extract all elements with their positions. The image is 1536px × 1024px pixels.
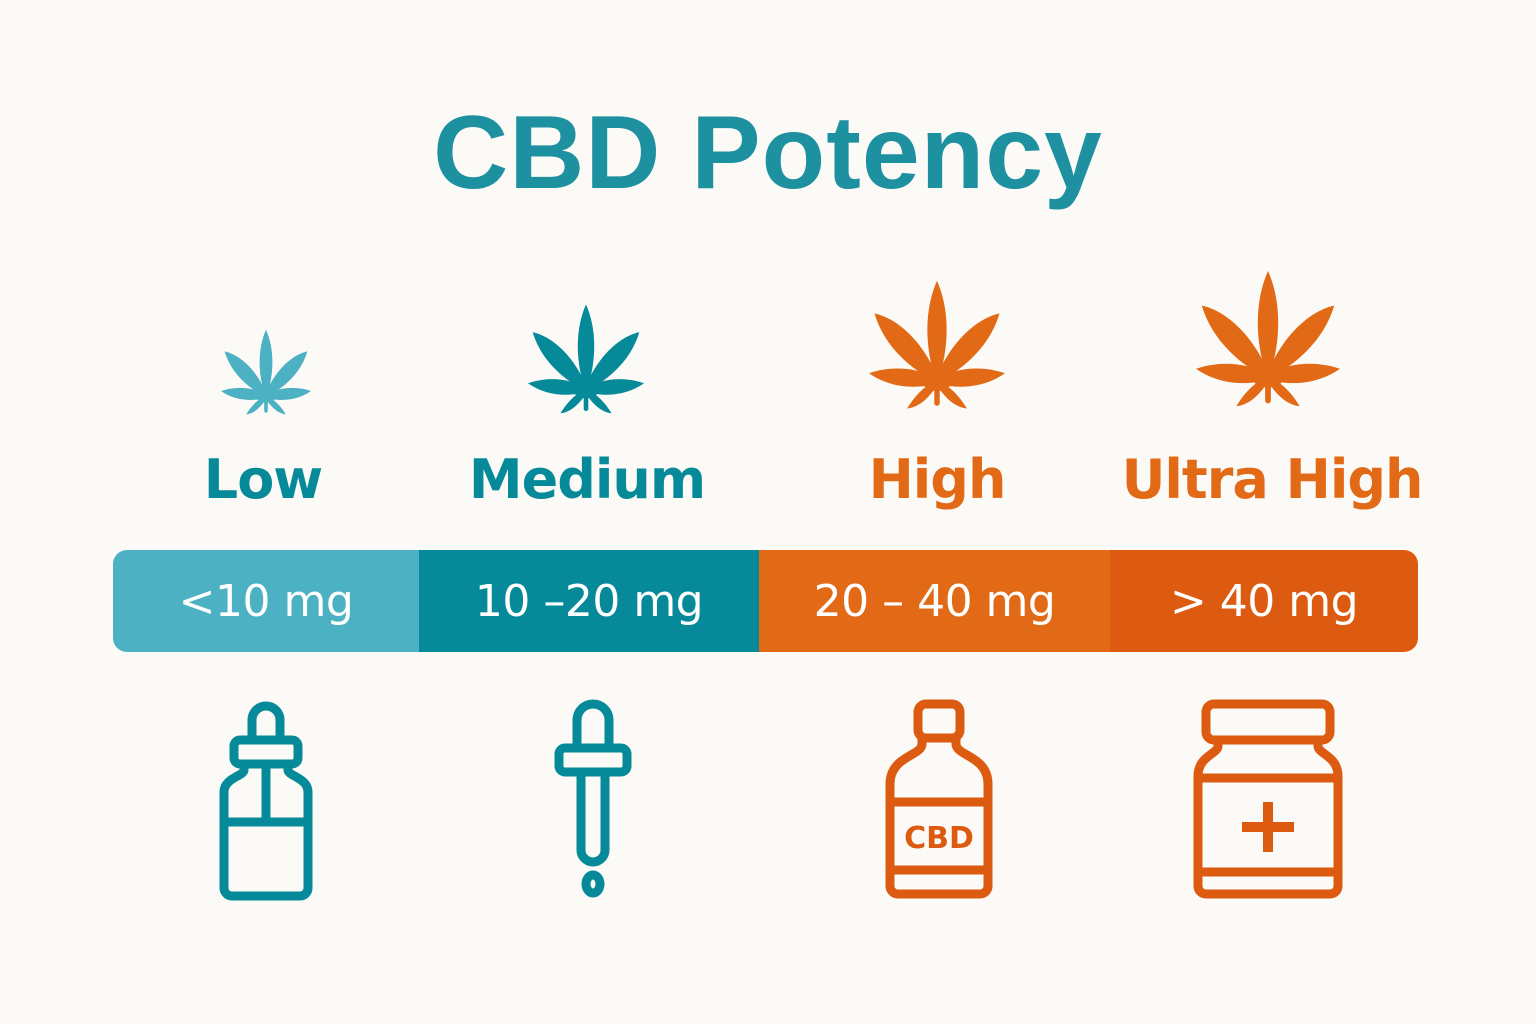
cbd-bottle-icon: CBD bbox=[885, 699, 993, 899]
level-label-high: High bbox=[868, 448, 1007, 511]
range-label-high: 20 – 40 mg bbox=[813, 575, 1056, 627]
page-title: CBD Potency bbox=[433, 95, 1103, 211]
level-label-medium: Medium bbox=[468, 448, 706, 511]
range-segment-ultra-high: > 40 mg bbox=[1110, 550, 1418, 652]
dropper-bottle-icon bbox=[219, 701, 313, 901]
medicine-jar-icon bbox=[1193, 699, 1343, 899]
cannabis-leaf-icon-low bbox=[218, 328, 314, 418]
range-label-medium: 10 –20 mg bbox=[474, 575, 704, 627]
cannabis-leaf-icon-ultra-high bbox=[1196, 266, 1340, 414]
range-segment-low: <10 mg bbox=[113, 550, 419, 652]
range-segment-high: 20 – 40 mg bbox=[759, 550, 1110, 652]
range-label-ultra-high: > 40 mg bbox=[1169, 575, 1359, 627]
cannabis-leaf-icon-medium bbox=[528, 302, 644, 418]
range-segment-medium: 10 –20 mg bbox=[419, 550, 759, 652]
cannabis-leaf-icon-high bbox=[868, 278, 1006, 414]
dropper-icon bbox=[554, 699, 632, 898]
level-label-ultra-high: Ultra High bbox=[1121, 448, 1424, 511]
range-label-low: <10 mg bbox=[178, 575, 354, 627]
potency-scale-bar: <10 mg 10 –20 mg 20 – 40 mg > 40 mg bbox=[113, 550, 1418, 652]
level-label-low: Low bbox=[203, 448, 323, 511]
cbd-bottle-label: CBD bbox=[904, 821, 974, 856]
